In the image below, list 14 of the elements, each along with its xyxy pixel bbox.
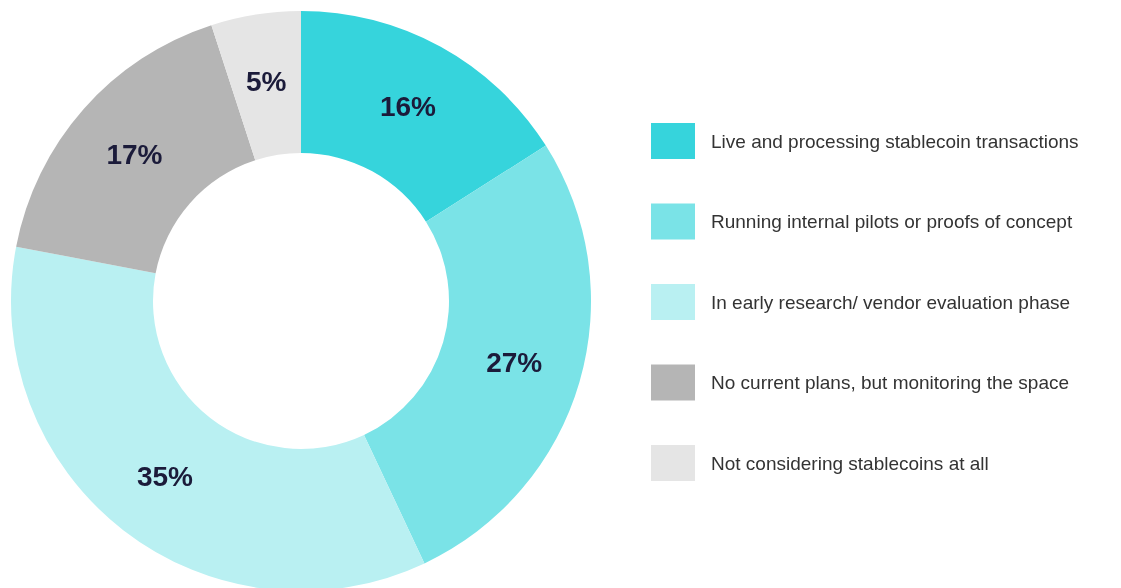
- legend-label: No current plans, but monitoring the space: [711, 372, 1070, 393]
- legend-label: Not considering stablecoins at all: [711, 452, 989, 474]
- donut-slice: [11, 246, 425, 588]
- data-label: 35%: [136, 460, 194, 492]
- data-label: 27%: [486, 347, 543, 379]
- donut-slice: [364, 145, 591, 564]
- donut-slice: [301, 11, 546, 222]
- legend-label: Live and processing stablecoin transactions: [711, 130, 1079, 152]
- legend-label: In early research/ vendor evaluation phase: [711, 291, 1071, 313]
- legend-label: Running internal pilots or proofs of concept: [711, 211, 1073, 232]
- data-label: 16%: [379, 90, 437, 122]
- donut-slice: [211, 11, 301, 161]
- data-label: 5%: [246, 66, 287, 98]
- data-label: 17%: [106, 138, 163, 170]
